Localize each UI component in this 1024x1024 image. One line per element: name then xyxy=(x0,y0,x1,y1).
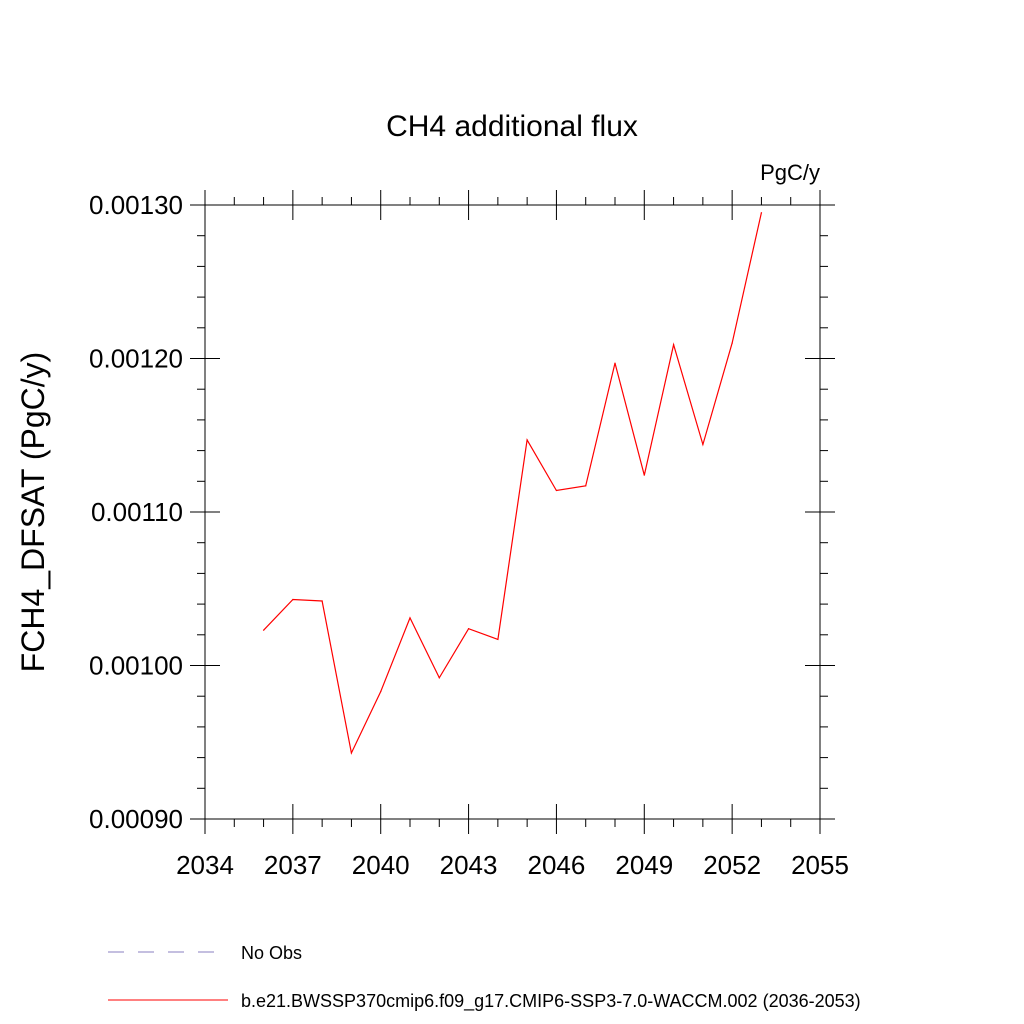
plot-frame xyxy=(204,204,821,820)
y-tick-label-1: 0.00100 xyxy=(89,651,183,681)
x-tick-label-4: 2046 xyxy=(528,850,586,880)
data-point-0-14 xyxy=(672,344,675,346)
x-tick-label-0: 2034 xyxy=(176,850,234,880)
x-axis-ticks: 2034 2037 2040 2043 2046 2049 2052 2055 xyxy=(176,190,849,880)
y-tick-label-3: 0.00120 xyxy=(89,344,183,374)
legend: No Obs b.e21.BWSSP370cmip6.f09_g17.CMIP6… xyxy=(108,943,861,1012)
series-line-0 xyxy=(263,212,762,755)
data-point-0-5 xyxy=(409,617,411,619)
data-point-0-0 xyxy=(262,629,265,631)
data-point-0-9 xyxy=(526,439,528,441)
data-point-0-12 xyxy=(614,362,616,364)
x-tick-label-6: 2052 xyxy=(703,850,761,880)
data-point-0-11 xyxy=(585,485,587,487)
x-tick-label-1: 2037 xyxy=(264,850,322,880)
series-layer xyxy=(262,212,763,755)
data-point-0-10 xyxy=(555,489,558,492)
data-point-0-2 xyxy=(321,600,323,602)
x-tick-label-5: 2049 xyxy=(615,850,673,880)
data-point-0-7 xyxy=(467,628,470,630)
y-axis-label: FCH4_DFSAT (PgC/y) xyxy=(15,352,51,673)
x-tick-label-7: 2055 xyxy=(791,850,849,880)
chart-title: CH4 additional flux xyxy=(386,110,638,143)
y-tick-label-2: 0.00110 xyxy=(91,497,183,527)
data-point-0-17 xyxy=(760,212,763,214)
data-point-0-1 xyxy=(292,598,294,601)
data-point-0-15 xyxy=(702,443,704,446)
data-point-0-6 xyxy=(438,677,440,679)
units-label: PgC/y xyxy=(760,160,820,185)
minor-ticks xyxy=(197,197,828,827)
data-point-0-13 xyxy=(643,474,645,476)
legend-label-no-obs: No Obs xyxy=(241,943,302,963)
data-point-0-8 xyxy=(497,638,499,641)
x-tick-label-3: 2043 xyxy=(440,850,498,880)
x-tick-label-2: 2040 xyxy=(352,850,410,880)
y-tick-label-0: 0.00090 xyxy=(89,804,183,834)
y-tick-label-4: 0.00130 xyxy=(89,190,183,220)
y-axis-ticks: 0.00090 0.00100 0.00110 0.00120 0.00130 xyxy=(89,190,835,834)
legend-label-model: b.e21.BWSSP370cmip6.f09_g17.CMIP6-SSP3-7… xyxy=(241,991,861,1012)
data-point-0-3 xyxy=(350,752,353,754)
data-point-0-16 xyxy=(731,342,733,344)
data-point-0-4 xyxy=(380,690,382,693)
